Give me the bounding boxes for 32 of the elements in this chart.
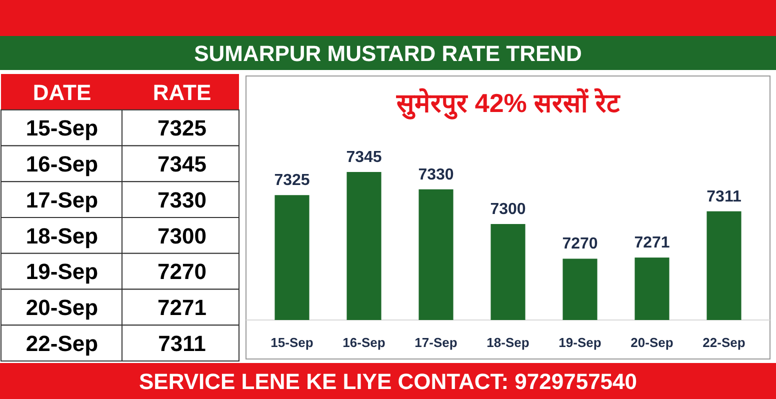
text: 7271 (158, 295, 206, 320)
text: 15-Sep (26, 116, 98, 141)
text: 17-Sep (26, 187, 98, 212)
text: DATE (32, 80, 92, 105)
text: 19-Sep (26, 259, 98, 284)
x-tick-label: 18-Sep (486, 335, 530, 350)
x-tick-label: 16-Sep (342, 335, 386, 350)
text: 20-Sep (26, 295, 98, 320)
text: 7330 (158, 187, 206, 212)
text: सुमेरपुर 42% सरसों रेट (396, 88, 620, 120)
text: 7311 (158, 330, 206, 356)
text: 7300 (158, 223, 206, 248)
chart-subtitle: SUMARPUR MUSTARD RATE TREND (194, 41, 582, 66)
data-label: 7271 (634, 234, 670, 252)
footer-note: SERVICE LENE KE LIYE CONTACT: 9729757540 (0, 363, 776, 399)
data-label: 7300 (490, 201, 526, 218)
data-label: 7270 (562, 236, 598, 253)
text: RATE (152, 80, 212, 105)
x-tick-label: 17-Sep (414, 335, 458, 350)
text: 16-Sep (26, 152, 98, 177)
data-label: 7325 (274, 172, 310, 190)
text: 7325 (158, 116, 206, 141)
text: 18-Sep (26, 223, 98, 248)
data-label: 7330 (418, 166, 454, 184)
text: 7345 (158, 152, 206, 177)
x-tick-label: 22-Sep (702, 335, 746, 350)
x-tick-label: 19-Sep (558, 335, 602, 350)
data-label: 7311 (706, 188, 742, 206)
text: 7270 (158, 259, 206, 284)
x-tick-label: 20-Sep (630, 335, 674, 350)
x-tick-label: 15-Sep (270, 335, 314, 350)
data-label: 7345 (346, 148, 382, 166)
